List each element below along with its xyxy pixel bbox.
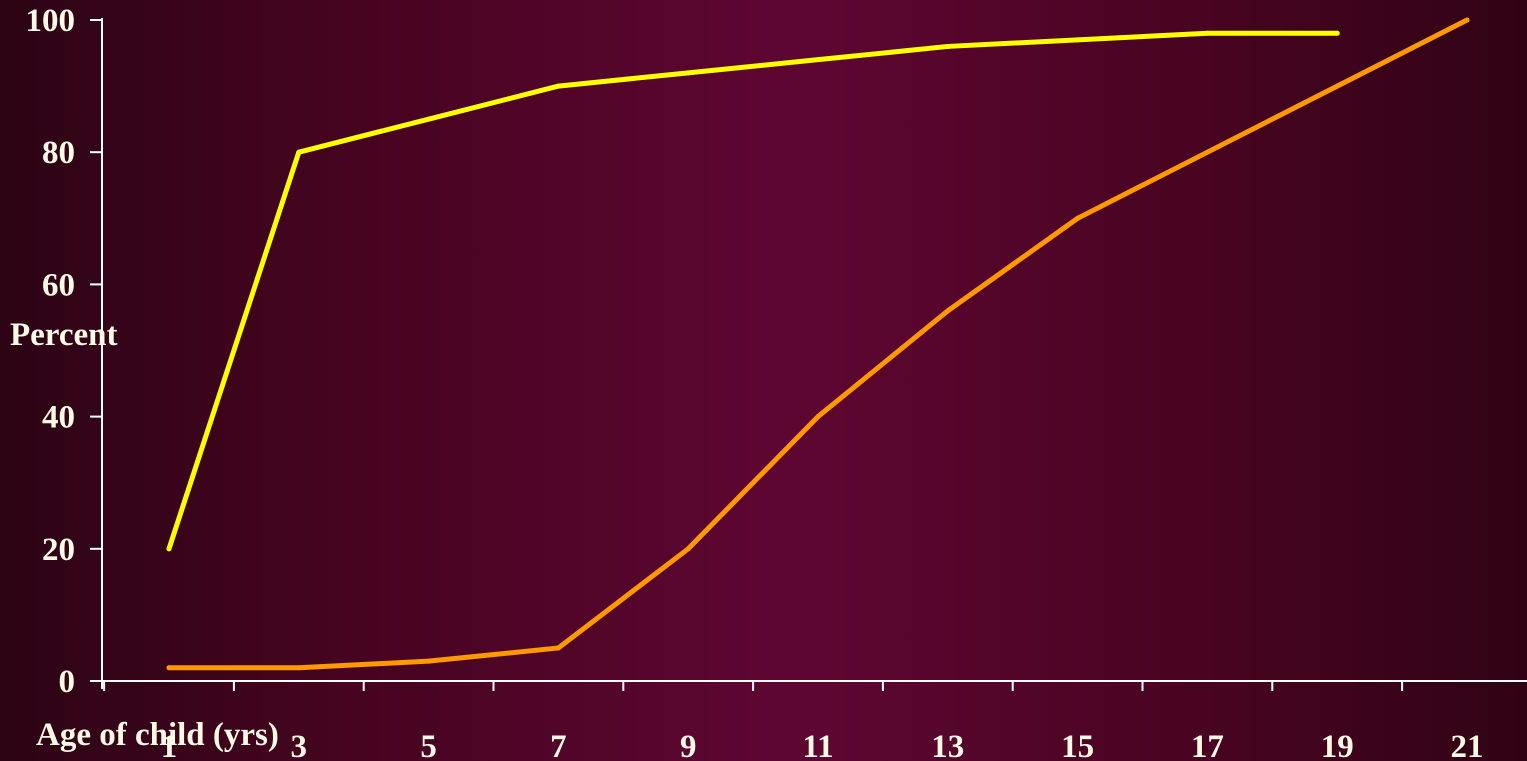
y-tick-label: 40 [42,400,75,436]
x-axis-ticks: 1 3 5 7 9 11 13 15 17 19 21 [103,681,1484,761]
x-axis-title: Age of child (yrs) [36,717,279,753]
x-tick-label: 17 [1191,729,1224,761]
series-1-point [1334,30,1340,36]
x-tick-label: 11 [802,729,833,761]
x-tick-label: 5 [420,729,437,761]
y-tick-label: 0 [59,664,76,700]
x-tick-label: 21 [1451,729,1484,761]
x-tick-label: 19 [1321,729,1354,761]
series-1-point [1204,30,1210,36]
series-2-point [1464,17,1470,23]
chart-axes [90,18,1527,689]
series-1-point [166,546,172,552]
series-2-point [555,645,561,651]
series-layer [166,17,1470,671]
series-line-2 [166,17,1470,671]
series-1-point [945,43,951,49]
series-2-point [296,665,302,671]
x-tick-label: 1 [161,729,178,761]
series-2-point [815,414,821,420]
series-1-point [815,57,821,63]
y-tick-label: 20 [42,532,75,568]
series-1-point [555,83,561,89]
series-2-point [1075,215,1081,221]
series-2-point [1334,83,1340,89]
series-2-point [166,665,172,671]
series-1-point [426,116,432,122]
x-tick-label: 3 [291,729,308,761]
series-1-point [685,70,691,76]
y-tick-label: 60 [42,267,75,303]
series-2-point [1204,149,1210,155]
series-2-point [945,308,951,314]
x-tick-label: 15 [1061,729,1094,761]
x-tick-label: 13 [931,729,964,761]
x-tick-label: 9 [680,729,697,761]
y-axis-title: Percent [10,317,118,353]
x-tick-label: 7 [550,729,567,761]
y-tick-label: 80 [42,135,75,171]
y-tick-label: 100 [26,3,76,39]
series-line-1 [166,30,1340,552]
series-2-point [685,546,691,552]
series-1-point [296,149,302,155]
series-2-point [426,658,432,664]
y-axis-ticks: 0 20 40 60 80 100 [26,3,102,700]
series-1-point [1075,37,1081,43]
